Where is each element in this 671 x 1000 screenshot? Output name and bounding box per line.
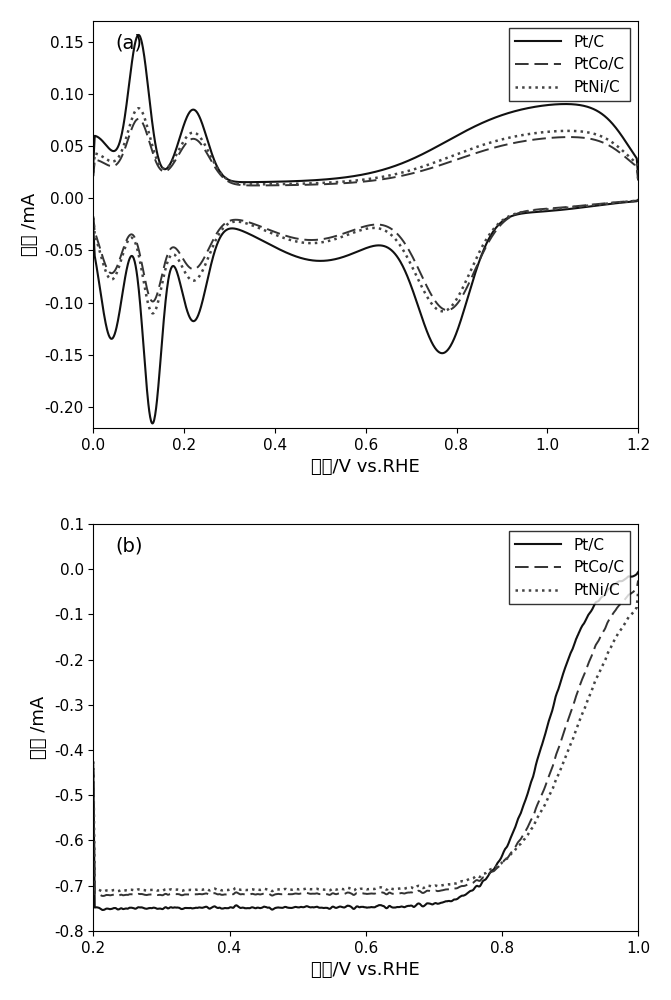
PtCo/C <box>134 113 142 125</box>
PtNi/C <box>634 173 642 185</box>
Legend: Pt/C, PtCo/C, PtNi/C: Pt/C, PtCo/C, PtNi/C <box>509 28 631 101</box>
PtNi/C <box>559 757 567 769</box>
PtCo/C <box>407 886 415 898</box>
Pt/C <box>89 766 97 778</box>
PtCo/C <box>634 574 642 586</box>
Y-axis label: 电流 /mA: 电流 /mA <box>21 193 39 256</box>
PtNi/C <box>162 162 170 174</box>
PtNi/C <box>437 879 445 891</box>
PtCo/C <box>388 172 396 184</box>
PtCo/C <box>89 758 97 770</box>
PtCo/C <box>251 179 259 191</box>
PtNi/C <box>123 884 132 896</box>
Pt/C <box>242 176 250 188</box>
PtNi/C <box>134 102 142 114</box>
PtCo/C <box>634 174 642 186</box>
Pt/C <box>182 114 190 126</box>
Pt/C <box>89 157 97 169</box>
PtNi/C <box>327 176 335 188</box>
PtNi/C <box>182 132 190 144</box>
X-axis label: 电压/V vs.RHE: 电压/V vs.RHE <box>311 458 420 476</box>
PtCo/C <box>437 884 445 896</box>
Pt/C <box>123 903 132 915</box>
Text: (b): (b) <box>115 536 143 555</box>
PtCo/C <box>421 886 429 898</box>
PtCo/C <box>182 138 190 150</box>
PtCo/C <box>162 165 170 177</box>
Pt/C <box>437 897 445 909</box>
Pt/C <box>407 900 415 912</box>
Line: Pt/C: Pt/C <box>93 35 638 182</box>
PtNi/C <box>250 178 258 190</box>
Pt/C <box>559 668 567 680</box>
PtNi/C <box>503 852 511 864</box>
Pt/C <box>634 566 642 578</box>
PtNi/C <box>89 755 97 767</box>
PtCo/C <box>123 889 132 901</box>
Line: PtNi/C: PtNi/C <box>93 592 638 891</box>
Legend: Pt/C, PtCo/C, PtNi/C: Pt/C, PtCo/C, PtNi/C <box>509 531 631 604</box>
Pt/C <box>274 176 282 188</box>
Line: Pt/C: Pt/C <box>93 572 638 910</box>
PtNi/C <box>99 885 107 897</box>
PtCo/C <box>327 178 335 190</box>
X-axis label: 电压/V vs.RHE: 电压/V vs.RHE <box>311 961 420 979</box>
PtNi/C <box>274 178 282 190</box>
PtCo/C <box>274 179 282 191</box>
PtNi/C <box>388 169 396 181</box>
Pt/C <box>162 163 170 175</box>
PtNi/C <box>634 586 642 598</box>
Pt/C <box>503 840 511 852</box>
PtNi/C <box>89 167 97 179</box>
PtNi/C <box>407 882 415 894</box>
Text: (a): (a) <box>115 33 142 52</box>
Pt/C <box>421 899 429 911</box>
Line: PtNi/C: PtNi/C <box>93 108 638 184</box>
Pt/C <box>134 29 142 41</box>
Pt/C <box>99 904 107 916</box>
PtCo/C <box>376 174 384 186</box>
PtCo/C <box>99 890 107 902</box>
Line: PtCo/C: PtCo/C <box>93 119 638 185</box>
PtNi/C <box>376 171 384 183</box>
PtNi/C <box>421 881 429 893</box>
PtCo/C <box>559 728 567 740</box>
PtCo/C <box>503 852 511 864</box>
Pt/C <box>388 161 396 173</box>
Pt/C <box>634 170 642 182</box>
Y-axis label: 电流 /mA: 电流 /mA <box>30 696 48 759</box>
PtCo/C <box>89 170 97 182</box>
Line: PtCo/C: PtCo/C <box>93 580 638 896</box>
Pt/C <box>376 164 384 176</box>
Pt/C <box>327 173 335 185</box>
